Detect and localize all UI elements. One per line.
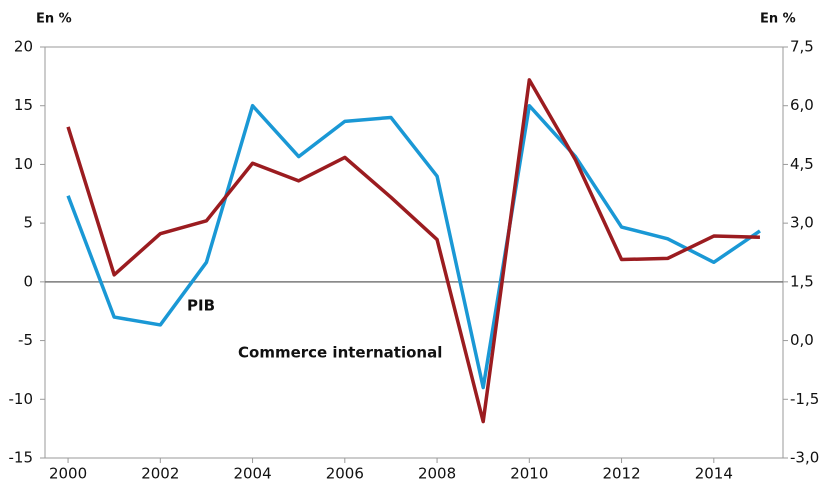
y-tick-label: 5 [23, 214, 33, 232]
y-tick-label: -15 [9, 449, 34, 467]
y-tick-label: -10 [9, 390, 34, 408]
plot-frame [44, 46, 784, 459]
y2-tick-label: 7,5 [790, 38, 814, 56]
x-tick-label: 2014 [695, 465, 733, 483]
y-tick-label: 15 [14, 96, 33, 114]
y2-tick-label: 6,0 [790, 96, 814, 114]
series-line [66, 78, 760, 424]
x-tick-label: 2006 [326, 465, 364, 483]
x-tick-label: 2008 [418, 465, 456, 483]
y-tick-label: -5 [18, 331, 33, 349]
y2-tick-label: -3,0 [790, 449, 819, 467]
y-tick-label: 10 [14, 155, 33, 173]
x-tick-label: 2004 [233, 465, 271, 483]
y2-tick-label: 4,5 [790, 155, 814, 173]
x-tick-label: 2010 [510, 465, 548, 483]
y2-axis-label: En % [760, 12, 796, 27]
y-axis-label: En % [36, 12, 72, 27]
series-label: PIB [187, 297, 215, 315]
x-tick-label: 2002 [141, 465, 179, 483]
series-label: Commerce international [238, 344, 442, 362]
series-line [66, 103, 761, 390]
y2-tick-label: -1,5 [790, 390, 819, 408]
y2-tick-label: 3,0 [790, 214, 814, 232]
y2-tick-label: 0,0 [790, 331, 814, 349]
x-tick-label: 2000 [49, 465, 87, 483]
y-tick-label: 0 [23, 272, 33, 290]
y-tick-label: 20 [14, 38, 33, 56]
y2-tick-label: 1,5 [790, 272, 814, 290]
x-tick-label: 2012 [602, 465, 640, 483]
